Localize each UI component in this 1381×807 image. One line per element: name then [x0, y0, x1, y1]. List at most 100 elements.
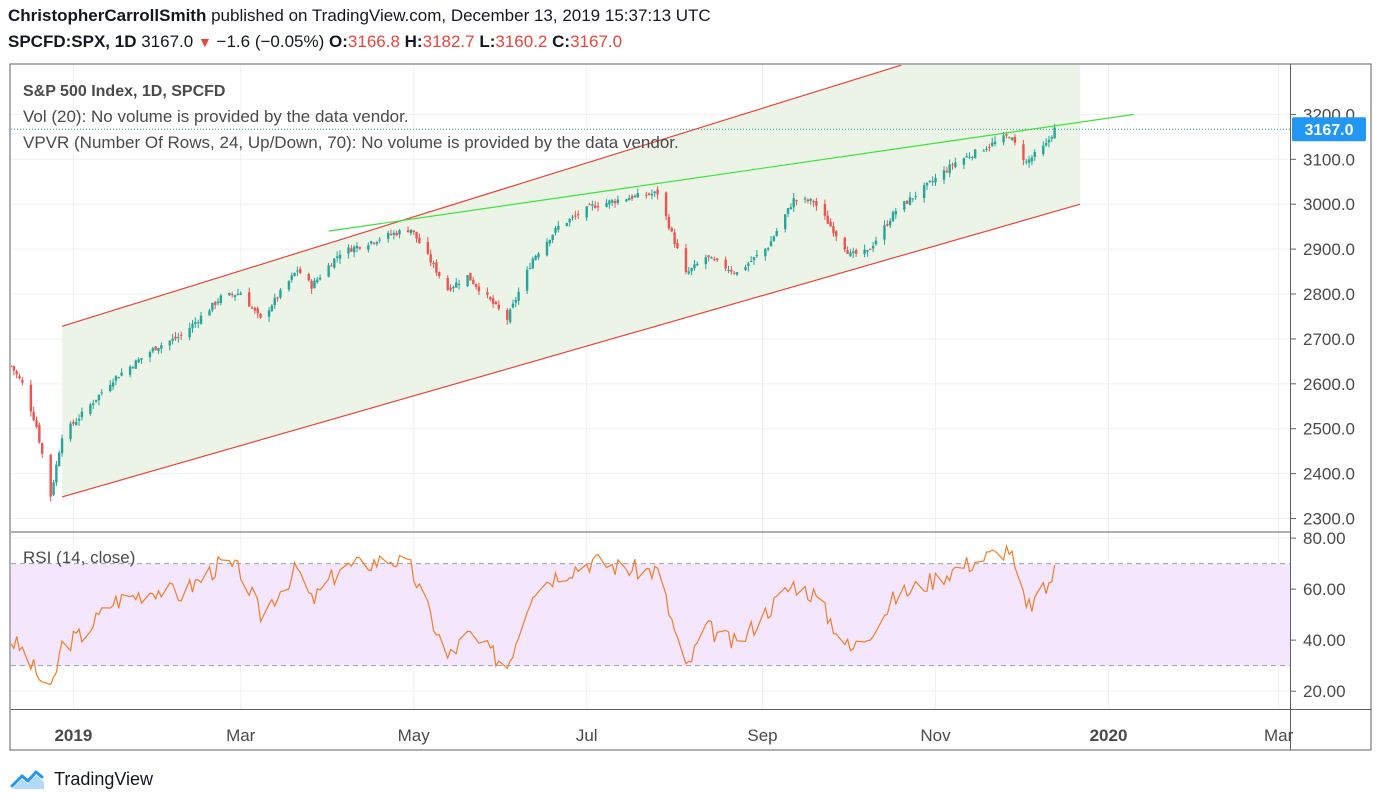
- price-axis[interactable]: 2300.0 2400.0 2500.0 2600.0 2700.0 2800.0 2900…: [1290, 105, 1355, 529]
- candle: [922, 182, 926, 203]
- x-tick-label: 2020: [1090, 726, 1128, 745]
- rsi-pane[interactable]: [11, 543, 1290, 686]
- candle: [769, 235, 773, 247]
- candle: [1044, 138, 1048, 147]
- candle: [588, 202, 591, 206]
- ohlc-header: SPCFD:SPX, 1D 3167.0 ▼ −1.6 (−0.05%) O:3…: [8, 32, 622, 52]
- down-arrow-icon: ▼: [197, 34, 212, 50]
- candle: [942, 166, 946, 184]
- legend-rsi[interactable]: RSI (14, close): [23, 548, 135, 567]
- candle: [636, 188, 639, 198]
- candle: [565, 222, 569, 227]
- candle: [228, 292, 231, 297]
- candle: [744, 264, 747, 272]
- candle: [398, 229, 401, 239]
- footer-brand[interactable]: TradingView: [10, 768, 153, 790]
- candle: [715, 257, 719, 262]
- candle: [954, 157, 957, 169]
- candle: [449, 284, 452, 292]
- candle: [886, 220, 889, 227]
- candle: [554, 225, 557, 236]
- rsi-axis[interactable]: 20.00 40.00 60.00 80.00: [1290, 529, 1346, 701]
- candle: [477, 282, 481, 296]
- y-tick-label: 2300.0: [1303, 510, 1355, 529]
- candle: [248, 287, 251, 307]
- candle: [386, 230, 390, 243]
- candle: [21, 376, 24, 386]
- candle: [710, 256, 713, 259]
- candle: [775, 228, 778, 237]
- y-tick-label: 2400.0: [1303, 465, 1355, 484]
- candle: [38, 422, 41, 444]
- last-price: 3167.0: [141, 32, 194, 51]
- candle: [673, 228, 676, 248]
- candle: [290, 272, 293, 283]
- channel-lower-line[interactable]: [61, 203, 1081, 498]
- candle: [69, 421, 72, 442]
- candle: [97, 394, 101, 406]
- author-name[interactable]: ChristopherCarrollSmith: [8, 6, 207, 25]
- y-tick-label: 3000.0: [1303, 195, 1355, 214]
- candle: [347, 244, 350, 259]
- candle: [1050, 135, 1053, 143]
- candle: [574, 210, 577, 220]
- candles: [11, 123, 1056, 502]
- candle: [605, 199, 608, 208]
- candle: [974, 148, 977, 159]
- candle: [568, 217, 571, 227]
- tradingview-logo-icon: [10, 770, 44, 789]
- candle: [94, 399, 98, 404]
- candle: [140, 358, 143, 364]
- candle: [625, 198, 628, 203]
- candle: [613, 198, 617, 208]
- candle: [752, 256, 756, 265]
- candle: [11, 364, 13, 368]
- candle: [667, 213, 671, 231]
- candle: [803, 196, 807, 204]
- candle: [259, 313, 262, 319]
- candle: [531, 256, 535, 270]
- price-badge-bg: [1292, 117, 1366, 142]
- candle: [213, 300, 217, 310]
- candle: [951, 162, 954, 170]
- rsi-line: [11, 543, 1056, 686]
- candle: [378, 237, 381, 244]
- candle: [650, 189, 654, 200]
- candle: [528, 262, 532, 270]
- candle: [1002, 131, 1005, 146]
- rsi-tick-label: 40.00: [1303, 631, 1346, 650]
- candle: [883, 220, 886, 245]
- y-tick-label: 2600.0: [1303, 375, 1355, 394]
- candle: [874, 236, 878, 246]
- candle: [545, 238, 549, 257]
- candle: [168, 340, 172, 351]
- legend-title[interactable]: S&P 500 Index, 1D, SPCFD: [23, 83, 225, 100]
- candle: [611, 199, 614, 207]
- candle: [914, 191, 917, 200]
- candle: [647, 192, 651, 196]
- candle: [491, 295, 495, 308]
- price-pane[interactable]: [10, 65, 1290, 502]
- candle: [1008, 136, 1011, 139]
- price-change: −1.6 (−0.05%): [216, 32, 325, 51]
- resistance-trendline[interactable]: [328, 113, 1135, 232]
- candle: [469, 272, 472, 281]
- candle: [120, 368, 123, 377]
- candle: [704, 254, 708, 270]
- candle: [506, 308, 509, 325]
- candle: [131, 365, 135, 369]
- candle: [137, 357, 140, 363]
- candle: [806, 198, 810, 204]
- legend-vol[interactable]: Vol (20): No volume is provided by the d…: [23, 107, 409, 126]
- candle: [696, 261, 699, 267]
- legend-vpvr[interactable]: VPVR (Number Of Rows, 24, Up/Down, 70): …: [23, 133, 679, 152]
- candle: [925, 182, 929, 190]
- candle: [585, 205, 588, 221]
- candle: [866, 249, 869, 257]
- channel-upper-line[interactable]: [61, 65, 902, 327]
- low-value: 3160.2: [495, 32, 548, 51]
- candle: [985, 145, 988, 152]
- publish-header: ChristopherCarrollSmith published on Tra…: [8, 6, 711, 26]
- time-axis[interactable]: 2019 Mar May Jul Sep Nov 2020 Mar: [54, 726, 1293, 745]
